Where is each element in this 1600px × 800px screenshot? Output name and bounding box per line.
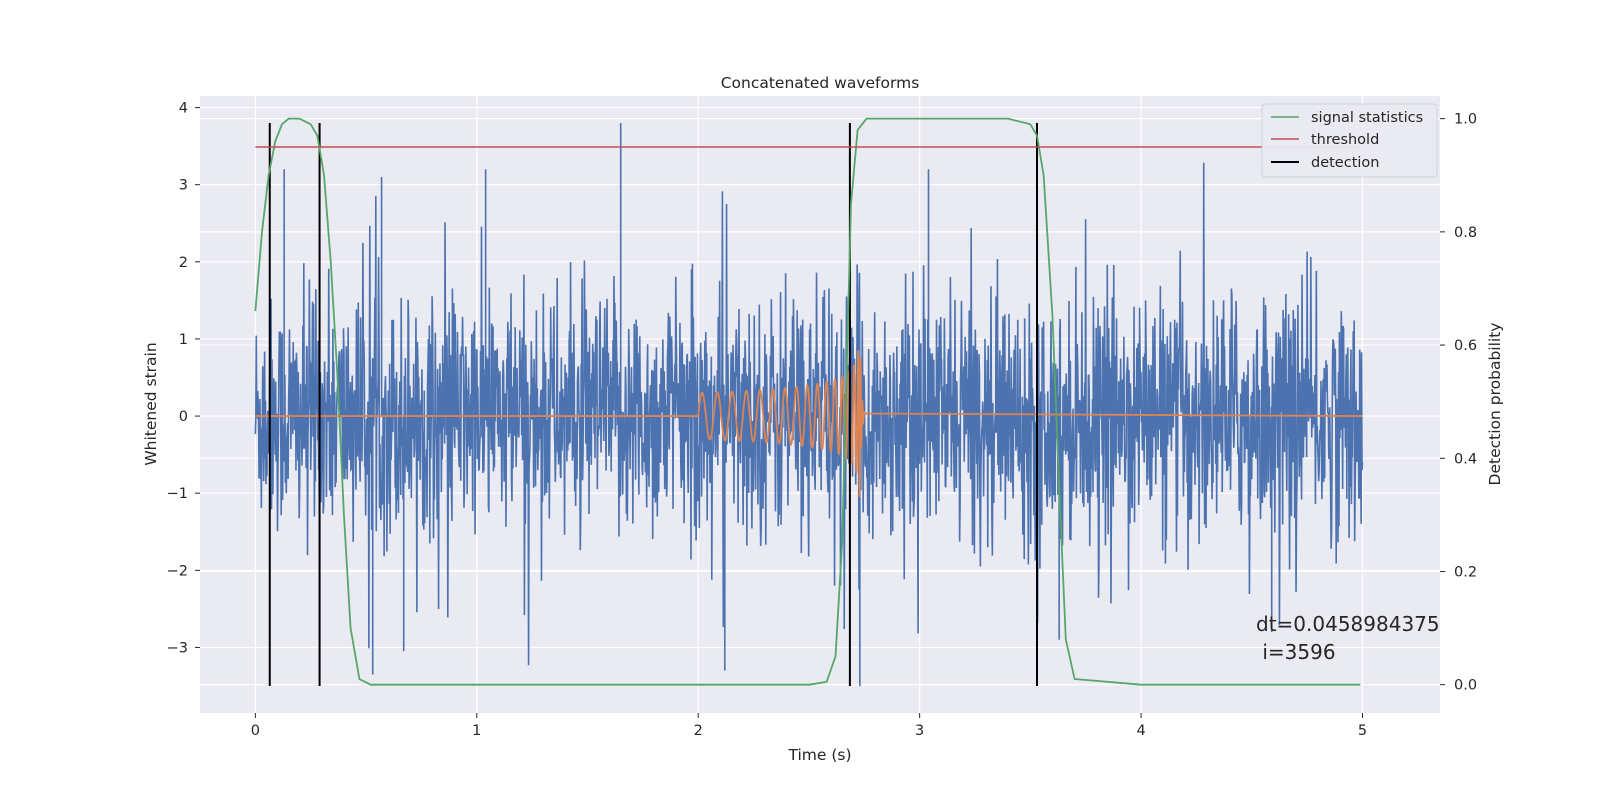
y-right-tick-label: 0.6 (1454, 338, 1477, 354)
y-tick-label: 2 (179, 255, 188, 271)
y-right-tick-label: 0.4 (1454, 451, 1477, 467)
x-tick-label: 4 (1136, 723, 1145, 739)
y-right-tick-label: 0.8 (1454, 225, 1477, 241)
series-layer (254, 117, 1364, 687)
legend-label-signal-statistics: signal statistics (1311, 110, 1423, 126)
legend-box (1261, 103, 1438, 178)
chart-title: Concatenated waveforms (721, 74, 920, 92)
y-tick-label: −1 (167, 486, 188, 502)
y-axis-left: −3 −2 −1 0 1 2 3 4 (167, 101, 200, 656)
y-tick-label: 4 (179, 101, 188, 117)
y-right-tick-label: 0.0 (1454, 678, 1477, 694)
y-tick-label: −3 (167, 640, 188, 656)
legend: signal statistics threshold detection (1261, 103, 1438, 178)
x-tick-label: 2 (694, 723, 703, 739)
legend-label-detection: detection (1311, 155, 1379, 171)
annotation-line-2: i=3596 (1256, 640, 1336, 664)
series-line-waveform (255, 350, 1363, 498)
x-tick-label: 5 (1358, 723, 1367, 739)
annotation: dt=0.0458984375 i=3596 (1256, 612, 1440, 664)
y-axis-right-label: Detection probability (1486, 323, 1504, 486)
y-tick-label: 1 (179, 332, 188, 348)
series-line-signal-statistics (254, 117, 1361, 686)
y-right-tick-label: 0.2 (1454, 564, 1477, 580)
y-axis-right: 0.0 0.2 0.4 0.6 0.8 1.0 (1440, 112, 1477, 694)
y-tick-label: 3 (179, 178, 188, 194)
legend-label-threshold: threshold (1311, 132, 1379, 148)
y-tick-label: 0 (179, 409, 188, 425)
annotation-line-1: dt=0.0458984375 (1256, 612, 1440, 636)
x-tick-label: 0 (251, 723, 260, 739)
x-tick-label: 1 (472, 723, 481, 739)
y-right-tick-label: 1.0 (1454, 112, 1477, 128)
y-axis-label: Whitened strain (142, 342, 160, 465)
x-tick-label: 3 (915, 723, 924, 739)
x-axis-label: Time (s) (787, 746, 851, 764)
grid-right (200, 118, 1440, 686)
y-tick-label: −2 (167, 563, 188, 579)
series-line-strain (254, 122, 1364, 687)
x-axis: 0 1 2 3 4 5 (251, 713, 1367, 739)
